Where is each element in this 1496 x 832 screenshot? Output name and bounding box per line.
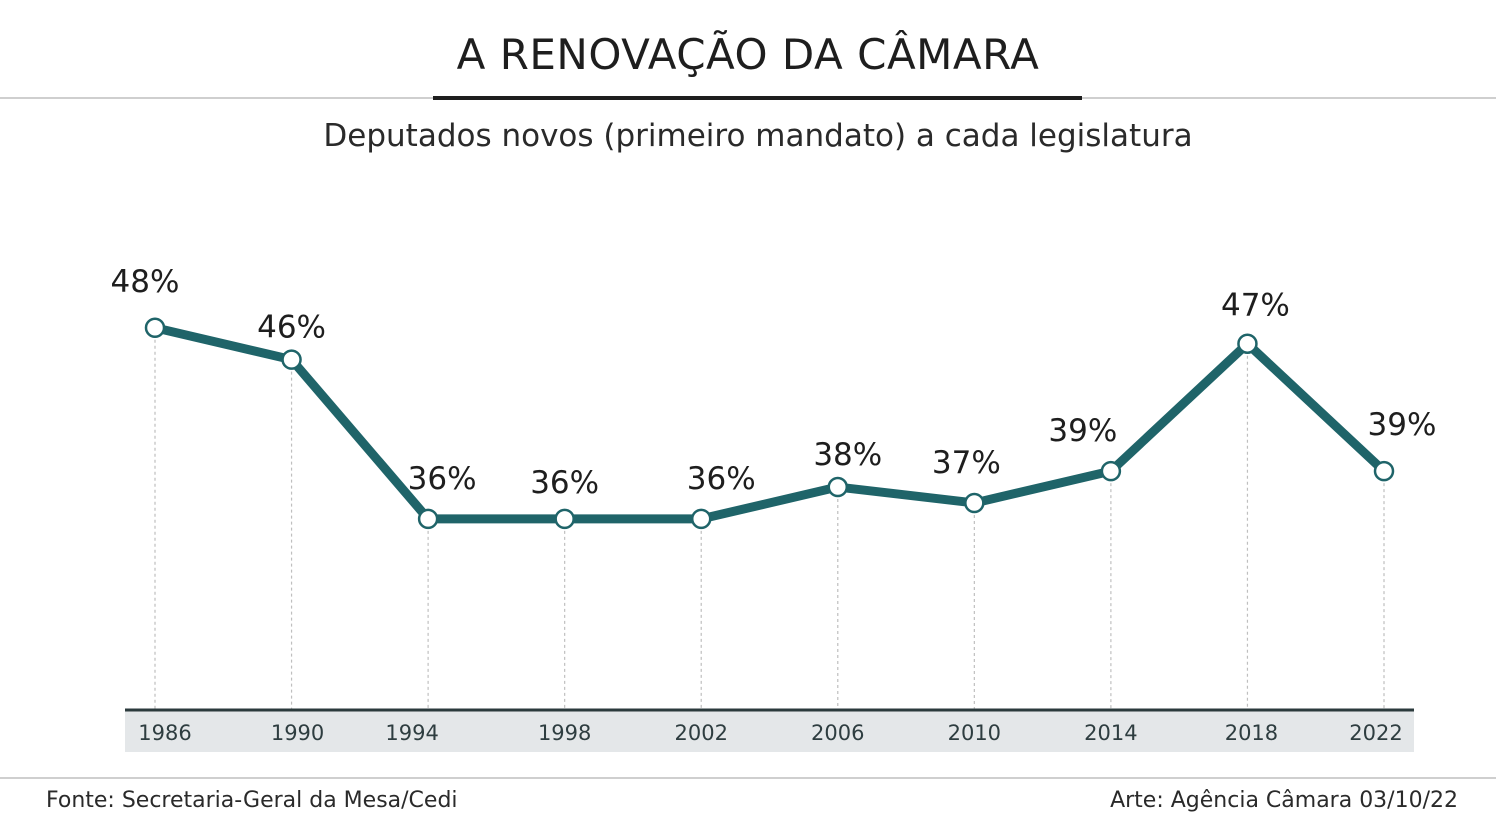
x-tick-label: 2022	[1349, 721, 1402, 745]
x-axis-band	[125, 710, 1414, 752]
x-tick-label: 1990	[271, 721, 324, 745]
x-tick-label: 2014	[1084, 721, 1137, 745]
data-label-2014: 39%	[1048, 413, 1117, 449]
data-label-2010: 37%	[932, 445, 1001, 481]
x-tick-label: 2002	[674, 721, 727, 745]
data-label-1994: 36%	[408, 461, 477, 497]
data-label-2002: 36%	[687, 461, 756, 497]
data-label-2022: 39%	[1368, 407, 1437, 443]
data-label-1990: 46%	[257, 310, 326, 346]
x-tick-label: 1998	[538, 721, 591, 745]
source-note: Fonte: Secretaria-Geral da Mesa/Cedi	[46, 788, 458, 813]
data-point-1994	[417, 508, 439, 530]
x-tick-label: 1986	[138, 721, 191, 745]
data-point-2002	[690, 508, 712, 530]
data-label-1998: 36%	[530, 465, 599, 501]
data-point-2018	[1237, 333, 1258, 354]
credit-note: Arte: Agência Câmara 03/10/22	[1110, 788, 1458, 813]
title-underline	[433, 96, 1082, 100]
data-label-1986: 48%	[111, 264, 180, 300]
data-point-2014	[1100, 460, 1122, 482]
guide-lines	[154, 339, 1385, 710]
data-point-2006	[827, 476, 849, 498]
chart-subtitle: Deputados novos (primeiro mandato) a cad…	[323, 118, 1193, 154]
data-label-2006: 38%	[813, 437, 882, 473]
series-path	[150, 323, 1389, 524]
data-point-2010	[964, 492, 985, 514]
data-point-1986	[144, 317, 166, 339]
x-tick-label: 2018	[1225, 721, 1278, 745]
data-point-1998	[554, 508, 575, 530]
footer-divider	[0, 777, 1496, 779]
data-label-2018: 47%	[1221, 288, 1290, 324]
x-tick-label: 2006	[811, 721, 864, 745]
data-point-2022	[1373, 460, 1395, 482]
x-tick-label: 2010	[948, 721, 1001, 745]
data-points	[144, 317, 1395, 530]
data-point-1990	[281, 349, 302, 370]
x-axis: 1986 1990 1994 1998 2002 2006 2010 2014 2018 2022	[125, 708, 1414, 752]
x-tick-label: 1994	[385, 721, 438, 745]
chart-title: A RENOVAÇÃO DA CÂMARA	[456, 30, 1040, 79]
data-labels: 48% 46% 36% 36% 36% 38% 37% 39% 47% 39%	[111, 264, 1437, 501]
series-line	[150, 323, 1389, 524]
